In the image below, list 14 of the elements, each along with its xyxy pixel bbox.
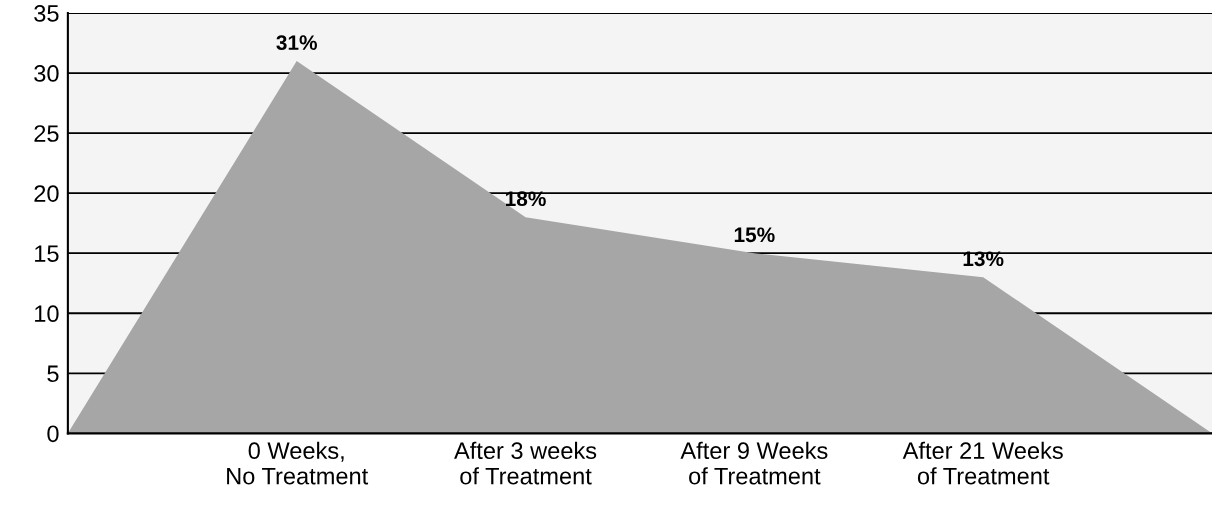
x-tick-label: After 9 Weeks of Treatment xyxy=(680,441,828,485)
y-tick-label: 20 xyxy=(34,185,59,202)
data-label: 15% xyxy=(734,227,775,243)
y-tick-label: 30 xyxy=(34,65,59,82)
y-tick-label: 15 xyxy=(35,245,59,262)
x-tick-label: After 3 weeks of Treatment xyxy=(454,441,597,485)
y-tick-label: 35 xyxy=(34,5,59,22)
y-tick-label: 25 xyxy=(34,125,59,142)
data-label: 31% xyxy=(276,35,317,50)
y-tick-label: 5 xyxy=(47,365,59,383)
y-tick-label: 0 xyxy=(47,425,59,443)
x-tick-label: 0 Weeks, No Treatment xyxy=(227,441,369,485)
y-tick-label: 10 xyxy=(35,305,59,323)
x-tick-label: After 21 Weeks of Treatment xyxy=(902,441,1063,485)
